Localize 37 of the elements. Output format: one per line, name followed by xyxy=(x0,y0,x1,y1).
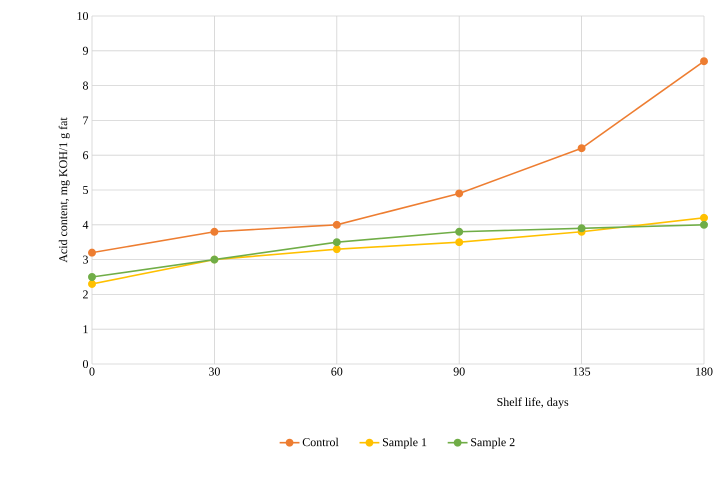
y-tick-label: 10 xyxy=(78,12,88,20)
x-tick-label: 135 xyxy=(574,368,590,376)
point xyxy=(455,189,464,198)
point xyxy=(578,224,586,232)
x-tick-label: 30 xyxy=(209,368,220,376)
y-tick-label: 9 xyxy=(82,46,88,55)
point xyxy=(332,238,341,246)
legend-label: Control xyxy=(302,438,339,446)
x-tick-label: 60 xyxy=(331,368,342,376)
x-tick-label: 90 xyxy=(454,368,465,376)
point xyxy=(455,238,464,246)
y-tick-label: 3 xyxy=(83,256,88,264)
y-tick-label: 8 xyxy=(82,82,88,90)
y-tick-label: 5 xyxy=(83,186,88,194)
y-tick-label: 1 xyxy=(84,325,88,334)
point xyxy=(578,144,586,152)
point xyxy=(88,273,96,281)
point xyxy=(88,280,96,288)
legend-label: Sample 2 xyxy=(471,438,515,449)
y-tick-label: 4 xyxy=(82,220,88,229)
y-axis-title: Acid content, mg KOH/1 g fat xyxy=(58,117,70,263)
point xyxy=(700,214,708,222)
point xyxy=(700,57,708,66)
x-axis-title: Shelf life, days xyxy=(497,398,568,409)
legend-label: Sample 1 xyxy=(382,438,426,449)
x-tick-label: 0 xyxy=(89,368,95,376)
y-tick-label: 7 xyxy=(83,116,88,124)
point xyxy=(210,228,218,236)
point xyxy=(88,248,96,257)
point xyxy=(332,245,341,254)
y-tick-label: 0 xyxy=(82,360,88,368)
y-tick-label: 6 xyxy=(83,151,88,160)
point xyxy=(455,228,464,236)
point xyxy=(700,220,708,229)
x-tick-label: 180 xyxy=(696,368,713,376)
y-tick-label: 2 xyxy=(83,290,88,298)
point xyxy=(332,220,341,229)
